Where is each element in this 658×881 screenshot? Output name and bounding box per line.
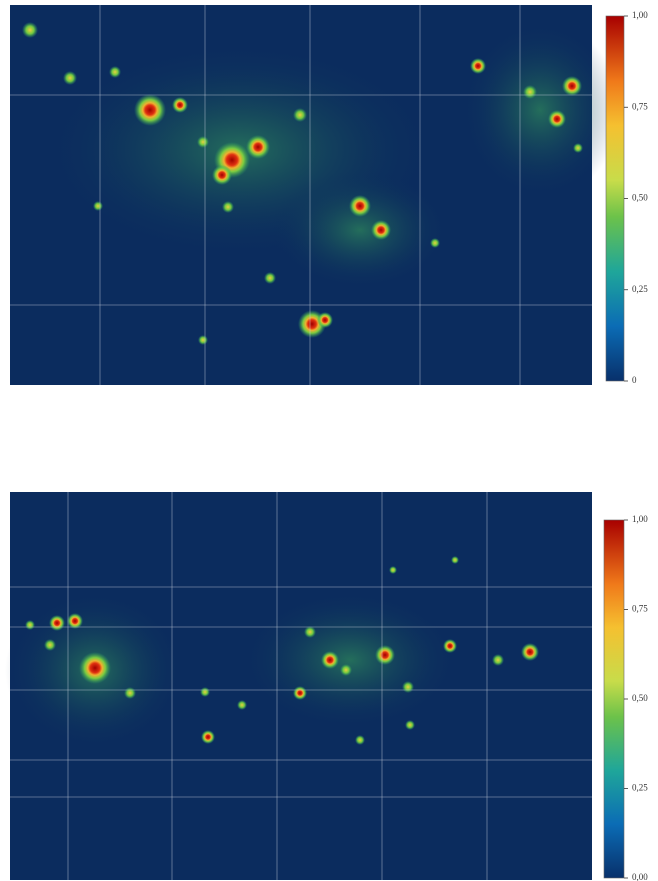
haze bbox=[460, 20, 620, 200]
colorbar-tick-label: 0,75 bbox=[632, 101, 648, 111]
colorbar-tick-label: 0,50 bbox=[632, 693, 648, 703]
colorbar-tick-label: 0 bbox=[632, 375, 637, 385]
figure: 1,00 0,75 0,50 0,25 0 1,00 0,75 0,50 0,25 0,00 bbox=[0, 0, 658, 881]
colorbar bbox=[604, 520, 624, 878]
colorbar-tick-label: 0,75 bbox=[632, 604, 648, 614]
colorbar-tick-label: 0,25 bbox=[632, 783, 648, 793]
colorbar bbox=[606, 16, 624, 381]
map-top bbox=[10, 5, 624, 385]
colorbar-tick-label: 0,00 bbox=[632, 872, 648, 881]
colorbar-tick-label: 0,25 bbox=[632, 284, 648, 294]
colorbar-tick-label: 0,50 bbox=[632, 193, 648, 203]
haze bbox=[270, 170, 450, 290]
haze bbox=[240, 590, 460, 730]
colorbar-tick-label: 1,00 bbox=[632, 10, 648, 20]
colorbar-tick-label: 1,00 bbox=[632, 514, 648, 524]
map-bottom bbox=[5, 492, 624, 880]
